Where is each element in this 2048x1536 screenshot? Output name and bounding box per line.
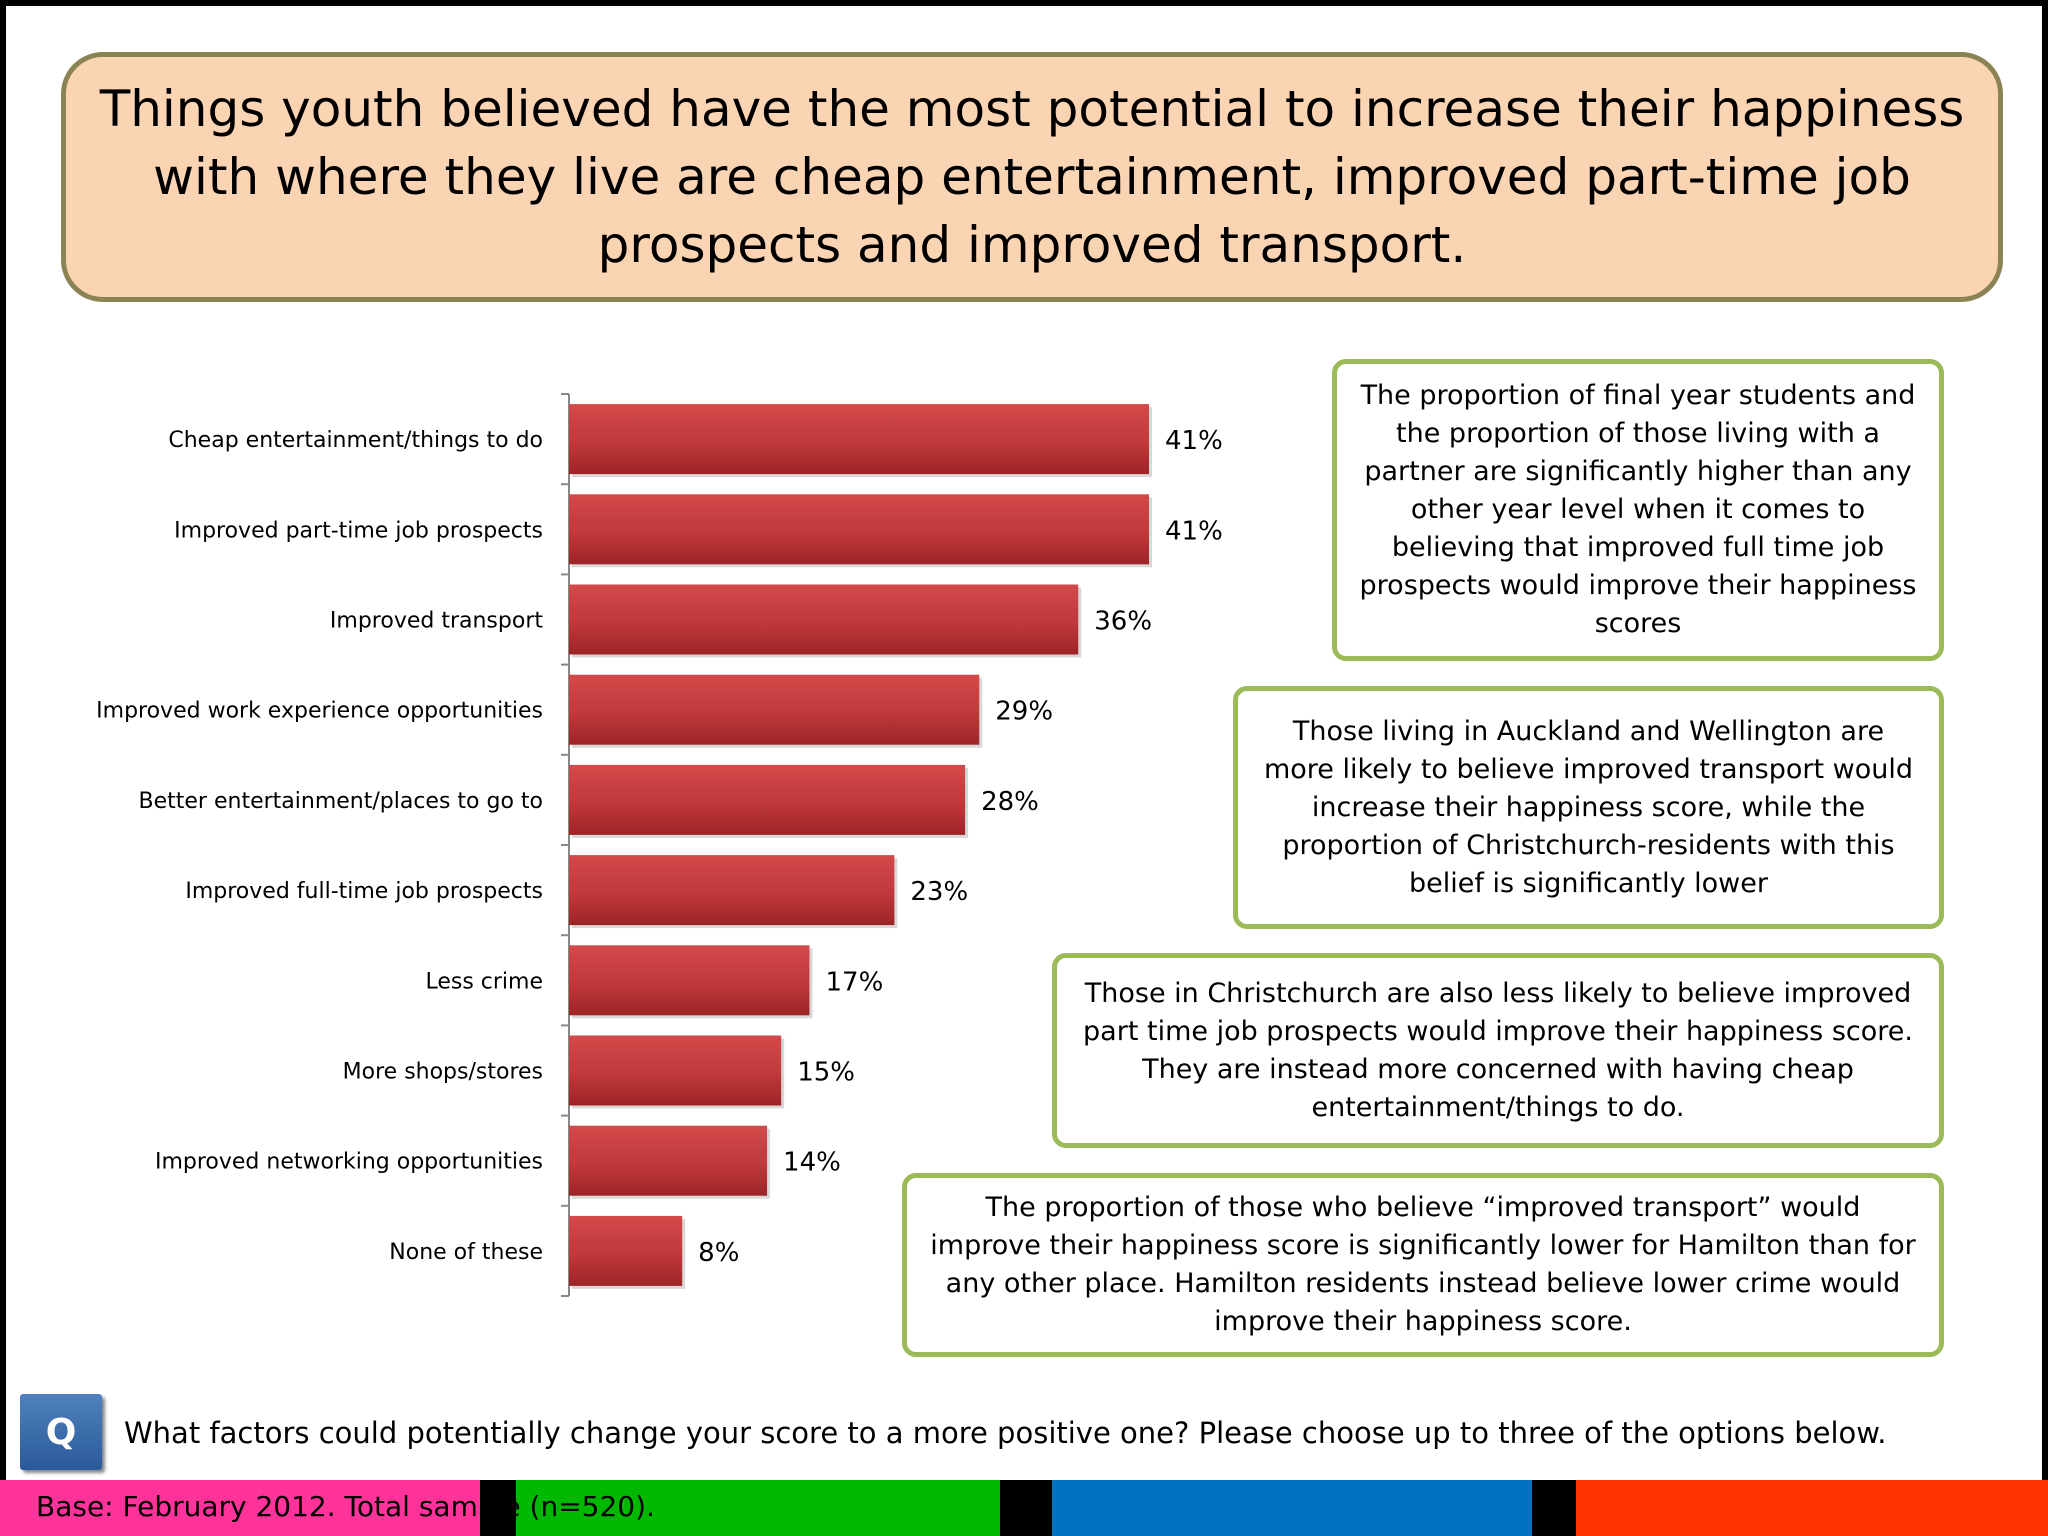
bar (569, 1035, 782, 1106)
survey-question: What factors could potentially change yo… (124, 1416, 1887, 1450)
category-label: Improved transport (330, 609, 543, 634)
headline-box: Things youth believed have the most pote… (61, 52, 2003, 302)
note-text-christchurch: Those in Christchurch are also less like… (1083, 977, 1913, 1123)
category-label: Better entertainment/places to go to (139, 789, 543, 814)
note-text-transport: Those living in Auckland and Wellington … (1263, 715, 1914, 899)
value-label: 17% (825, 967, 883, 997)
footer-segment-black (1532, 1480, 1576, 1536)
category-label: Improved work experience opportunities (96, 699, 543, 724)
category-label: Improved part-time job prospects (174, 518, 543, 543)
bar-chart: Cheap entertainment/things to do 41% Impro… (96, 393, 1223, 1297)
note-box-hamilton: The proportion of those who believe “imp… (902, 1173, 1944, 1357)
value-label: 41% (1165, 426, 1223, 456)
category-label: Cheap entertainment/things to do (168, 428, 543, 453)
note-box-transport: Those living in Auckland and Wellington … (1233, 686, 1944, 929)
bar (569, 584, 1079, 655)
note-text-year-level: The proportion of final year students an… (1359, 380, 1917, 639)
bar (569, 404, 1149, 475)
value-label: 41% (1165, 516, 1223, 546)
bar (569, 1215, 683, 1286)
value-label: 8% (698, 1238, 739, 1268)
bar (569, 945, 810, 1016)
category-label: Improved networking opportunities (155, 1150, 543, 1175)
note-text-hamilton: The proportion of those who believe “imp… (930, 1192, 1916, 1337)
bar (569, 764, 966, 835)
bar (569, 674, 980, 745)
value-label: 15% (797, 1058, 855, 1088)
bar (569, 855, 895, 926)
footer-color-bar (0, 1480, 2048, 1536)
value-label: 28% (981, 787, 1039, 817)
footer-segment-black (1000, 1480, 1052, 1536)
category-label: None of these (389, 1240, 543, 1265)
chart-axis (561, 393, 570, 1297)
footer-segment-blue (1052, 1480, 1532, 1536)
base-sample-text: Base: February 2012. Total sample (n=520… (36, 1490, 655, 1523)
bar (569, 494, 1149, 565)
value-label: 23% (910, 877, 968, 907)
chart-bars (569, 404, 1152, 1289)
category-label: Less crime (425, 969, 543, 994)
question-icon: Q (20, 1394, 102, 1470)
headline: Things youth believed have the most pote… (99, 80, 1965, 274)
bar (569, 1125, 768, 1196)
value-label: 36% (1094, 607, 1152, 637)
category-label: Improved full-time job prospects (185, 879, 543, 904)
value-label: 29% (995, 697, 1053, 727)
note-box-year-level: The proportion of final year students an… (1332, 359, 1944, 661)
category-label: More shops/stores (343, 1060, 543, 1085)
footer-segment-green (516, 1480, 1000, 1536)
chart-labels: Cheap entertainment/things to do 41% Impro… (96, 426, 1223, 1268)
note-box-christchurch: Those in Christchurch are also less like… (1052, 953, 1944, 1148)
value-label: 14% (783, 1148, 841, 1178)
footer-segment-black (480, 1480, 516, 1536)
footer-segment-pink (0, 1480, 480, 1536)
footer-segment-orange (1576, 1480, 2048, 1536)
